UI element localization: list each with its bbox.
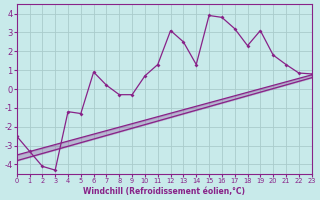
X-axis label: Windchill (Refroidissement éolien,°C): Windchill (Refroidissement éolien,°C) — [83, 187, 245, 196]
